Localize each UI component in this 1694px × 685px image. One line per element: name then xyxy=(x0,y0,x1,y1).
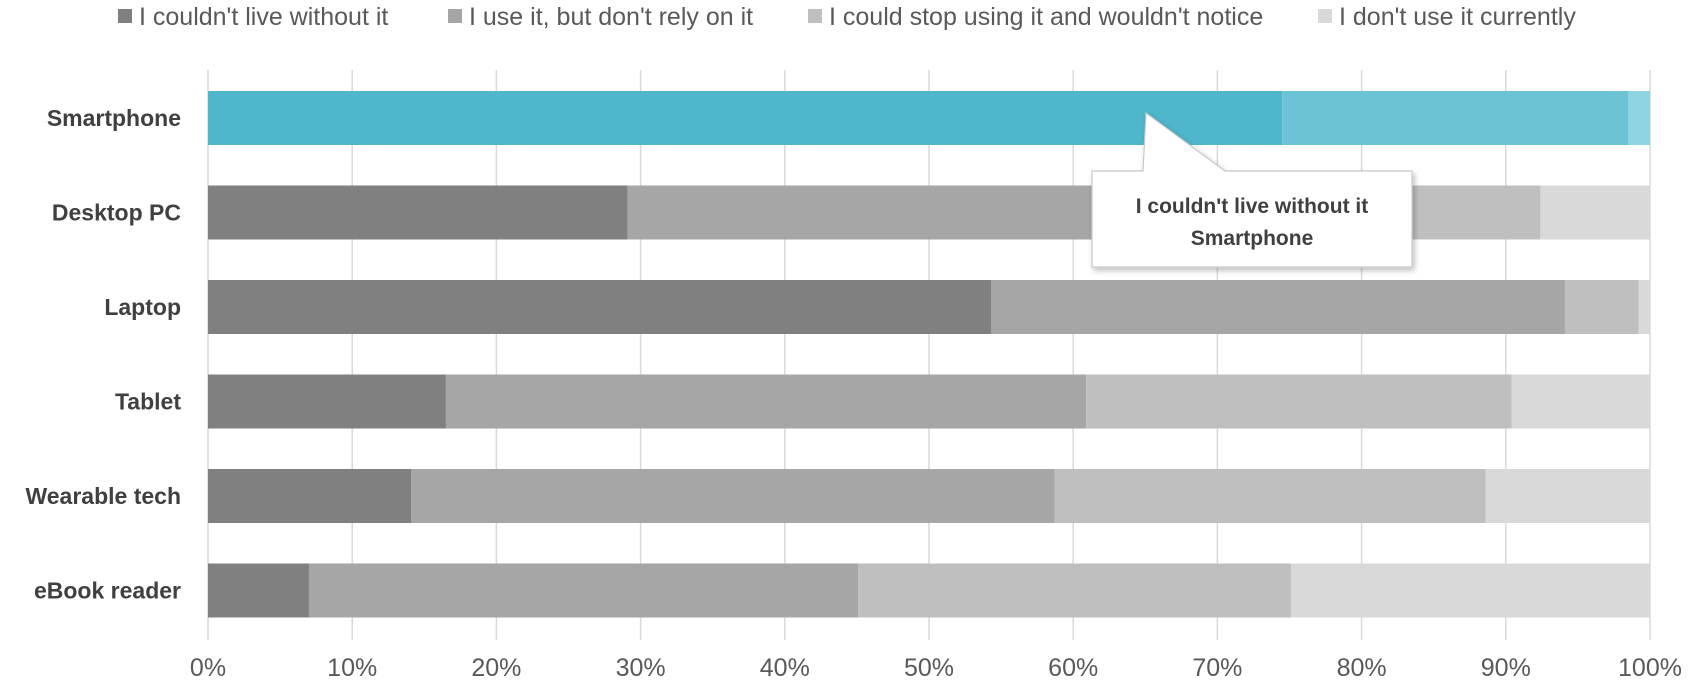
x-tick-label: 10% xyxy=(327,654,377,682)
legend-swatch xyxy=(808,9,822,23)
category-label: Laptop xyxy=(104,294,181,320)
category-label: eBook reader xyxy=(34,578,181,604)
bar-segment[interactable] xyxy=(1628,91,1650,145)
tooltip-callout: I couldn't live without it Smartphone xyxy=(1091,111,1413,268)
category-label: Desktop PC xyxy=(52,200,181,226)
bar-segment[interactable] xyxy=(1511,374,1650,429)
legend-swatch xyxy=(118,9,132,23)
category-label: Tablet xyxy=(115,389,181,415)
bar-segment[interactable] xyxy=(991,280,1565,334)
bar-row[interactable] xyxy=(208,185,1650,240)
x-tick-label: 20% xyxy=(471,654,521,682)
tooltip-series-name: I couldn't live without it xyxy=(1136,195,1368,218)
legend-item[interactable]: I use it, but don't rely on it xyxy=(448,3,753,31)
x-tick-label: 40% xyxy=(760,654,810,682)
bar-segment[interactable] xyxy=(1086,374,1512,429)
bar-segment[interactable] xyxy=(308,563,859,618)
bar-row[interactable] xyxy=(208,469,1650,523)
legend-label: I couldn't live without it xyxy=(139,3,388,31)
bar-row[interactable] xyxy=(208,91,1650,145)
bar-segment[interactable] xyxy=(208,374,446,429)
x-tick-label: 0% xyxy=(190,654,226,682)
x-tick-label: 70% xyxy=(1192,654,1242,682)
legend-item[interactable]: I couldn't live without it xyxy=(118,3,388,31)
legend-item[interactable]: I don't use it currently xyxy=(1318,3,1576,31)
category-label: Wearable tech xyxy=(25,483,181,509)
x-tick-label: 80% xyxy=(1337,654,1387,682)
bar-row[interactable] xyxy=(208,280,1650,334)
x-tick-label: 50% xyxy=(904,654,954,682)
gridlines xyxy=(207,70,1651,640)
bar-segment[interactable] xyxy=(208,91,1283,145)
legend-swatch xyxy=(448,9,462,23)
legend-label: I could stop using it and wouldn't notic… xyxy=(829,3,1263,31)
legend-label: I use it, but don't rely on it xyxy=(469,3,753,31)
bar-segment[interactable] xyxy=(1290,563,1650,618)
bar-segment[interactable] xyxy=(1485,469,1650,523)
bar-segment[interactable] xyxy=(445,374,1087,429)
category-labels: Smartphone Desktop PC Laptop Tablet Wearable… xyxy=(25,105,181,604)
bar-segment[interactable] xyxy=(1282,91,1629,145)
bar-segment[interactable] xyxy=(208,280,992,334)
bar-segment[interactable] xyxy=(1054,469,1486,523)
bar-segment[interactable] xyxy=(208,563,309,618)
tooltip-box xyxy=(1091,111,1413,268)
bar-segment[interactable] xyxy=(411,469,1055,523)
legend-item[interactable]: I could stop using it and wouldn't notic… xyxy=(808,3,1263,31)
tooltip-category-name: Smartphone xyxy=(1191,227,1314,250)
x-axis-tick-labels: 0% 10% 20% 30% 40% 50% 60% 70% 80% 90% 100% xyxy=(190,654,1682,682)
bar-segment[interactable] xyxy=(1564,280,1639,334)
x-tick-label: 90% xyxy=(1481,654,1531,682)
legend-swatch xyxy=(1318,9,1332,23)
x-tick-label: 60% xyxy=(1048,654,1098,682)
legend-label: I don't use it currently xyxy=(1339,3,1576,31)
bar-segment[interactable] xyxy=(858,563,1291,618)
bar-segment[interactable] xyxy=(1638,280,1650,334)
x-tick-label: 100% xyxy=(1618,654,1682,682)
bar-segment[interactable] xyxy=(1540,185,1650,240)
legend: I couldn't live without it I use it, but … xyxy=(118,3,1576,31)
bar-row[interactable] xyxy=(208,374,1650,429)
bar-row[interactable] xyxy=(208,563,1650,618)
category-label: Smartphone xyxy=(47,105,181,131)
bar-segment[interactable] xyxy=(208,469,412,523)
x-tick-label: 30% xyxy=(616,654,666,682)
bar-segment[interactable] xyxy=(208,185,628,240)
